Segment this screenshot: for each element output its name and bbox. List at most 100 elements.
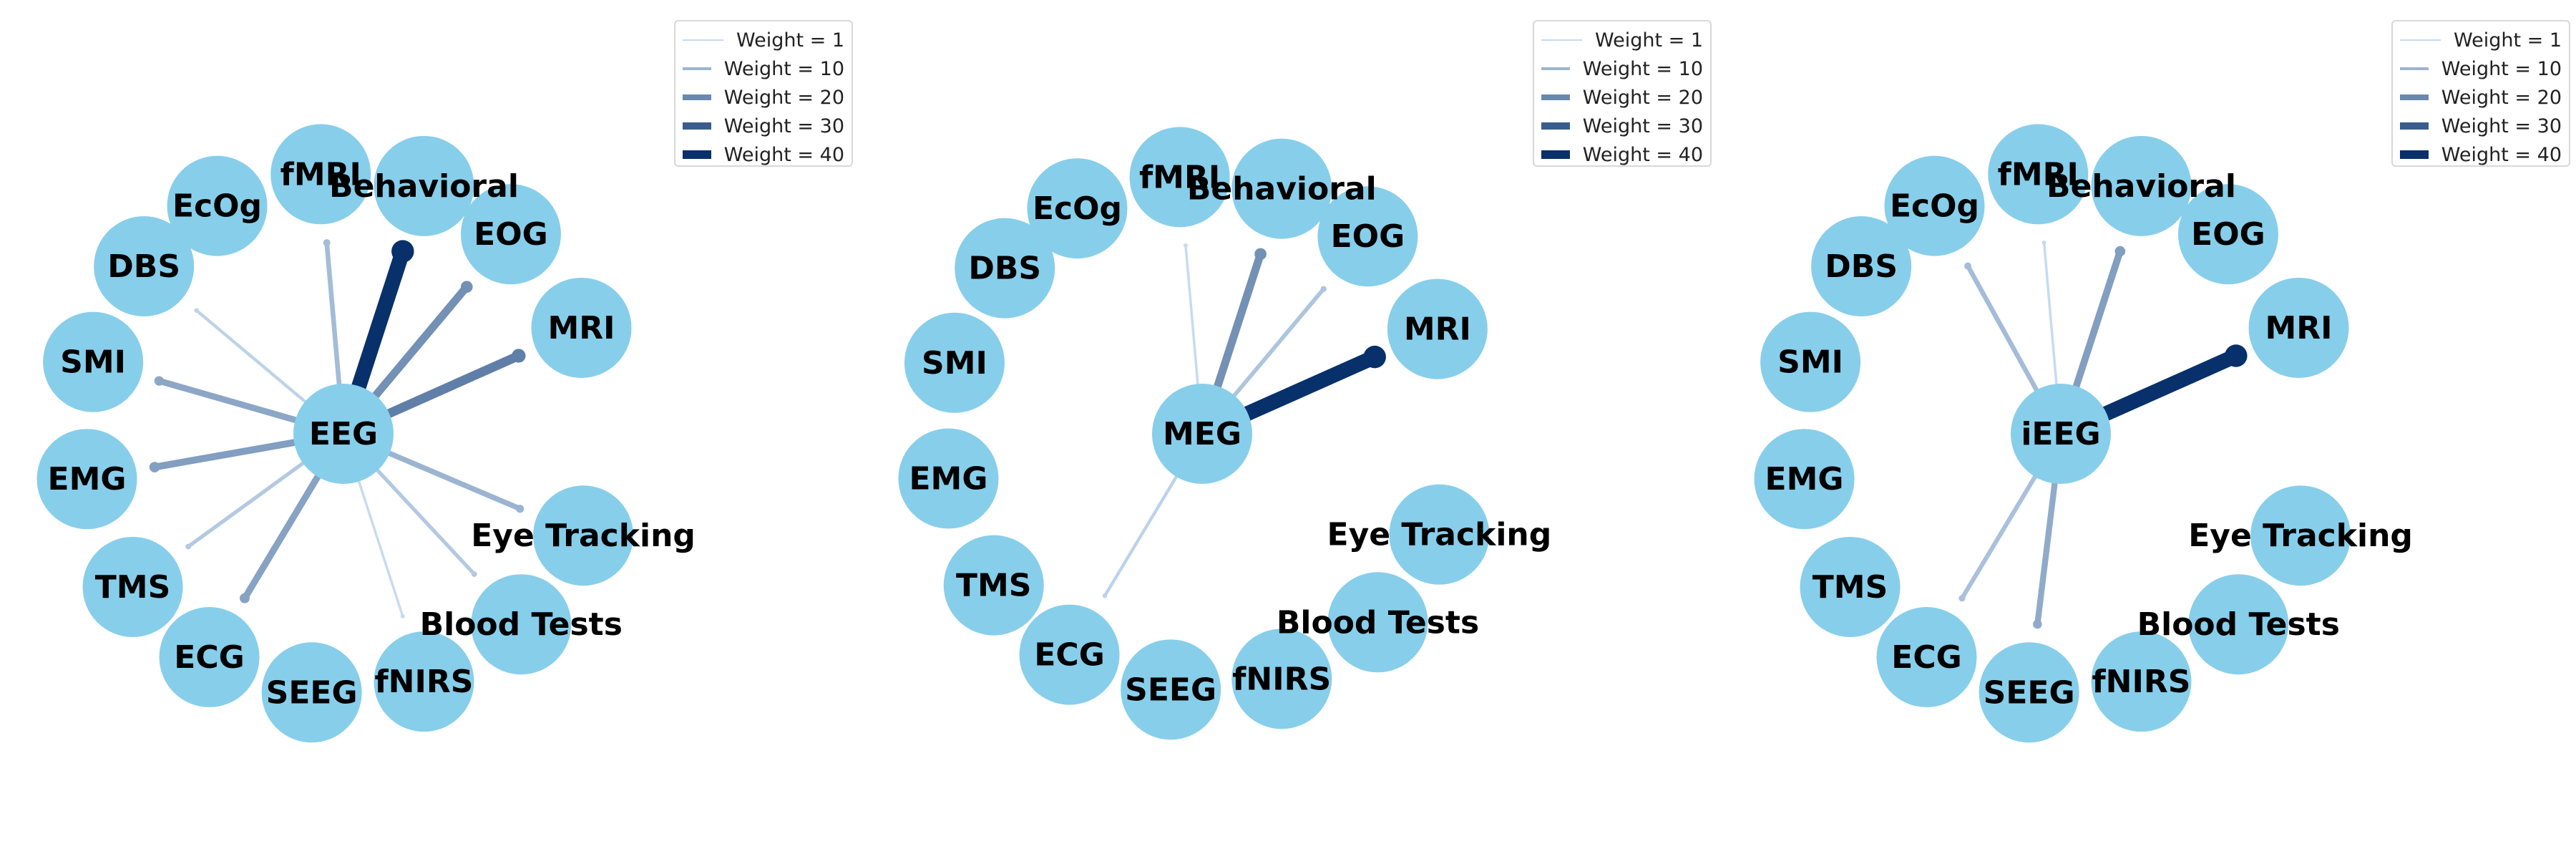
edge-eeg-eye-tracking [383,449,523,512]
legend-label: Weight = 20 [1582,86,1703,109]
edge-meg-behavioral [1212,250,1265,394]
edge-arrowhead [239,593,250,603]
node-ecg [159,607,260,708]
node-label-ecog: EcOg [172,188,262,225]
node-label-mri: MRI [1404,311,1471,348]
node-label-ecog: EcOg [1033,190,1122,227]
legend-item: Weight = 30 [2400,112,2562,140]
node-seeg [1979,642,2079,743]
legend-label: Weight = 1 [2453,29,2562,52]
node-label-ecg: ECG [1891,639,1961,676]
legend-label: Weight = 1 [736,29,844,52]
legend-swatch [2400,150,2429,160]
edge-meg-eog [1229,286,1326,401]
legend: Weight = 1 Weight = 10 Weight = 20 Weigh… [674,20,853,167]
node-label-smi: SMI [922,345,987,382]
node-eog [1317,186,1418,287]
legend: Weight = 1 Weight = 10 Weight = 20 Weigh… [1533,20,1712,167]
legend-swatch [2400,94,2429,100]
node-label-eog: EOG [2191,216,2265,253]
node-label-mri: MRI [2265,310,2333,346]
node-label-eye-tracking: Eye Tracking [1327,517,1552,553]
node-dbs [94,216,195,317]
legend-swatch [1541,39,1582,42]
edge-eeg-fmri [324,240,342,391]
edge-arrowhead [1363,345,1386,369]
node-ecog [1884,155,1985,256]
legend-label: Weight = 10 [723,57,844,80]
node-fnirs [2091,631,2192,732]
edge-ieeg-seeg [2034,476,2059,628]
node-label-fmri: fMRI [280,156,361,193]
legend-label: Weight = 20 [2441,86,2562,109]
node-mri [531,277,632,378]
legend-label: Weight = 40 [2441,143,2562,166]
node-eye-tracking [533,485,634,586]
node-label-tms: TMS [956,568,1032,604]
node-label-meg: MEG [1163,416,1241,452]
legend-label: Weight = 40 [723,143,844,166]
edges [1102,243,1386,598]
legend-item: Weight = 10 [683,54,844,83]
legend-item: Weight = 20 [683,83,844,112]
edge-arrowhead [1254,248,1267,261]
node-label-seeg: SEEG [266,674,358,711]
legend-swatch [683,122,711,130]
node-smi [43,311,144,412]
node-label-fmri: fMRI [1139,159,1220,195]
node-smi [904,312,1005,413]
node-ecg [1876,607,1977,708]
node-label-smi: SMI [60,344,126,381]
node-seeg [261,642,362,743]
node-tms [943,535,1044,636]
edge-ieeg-fmri [2042,241,2059,389]
node-label-seeg: SEEG [1984,674,2075,711]
edge-ieeg-mri [2094,348,2244,423]
legend-item: Weight = 20 [1541,83,1703,112]
node-mri [2248,277,2349,378]
node-label-tms: TMS [1813,569,1888,606]
edge-eeg-behavioral [350,243,411,398]
node-blood-tests [471,574,572,675]
node-fmri [1988,124,2089,225]
node-dbs [1811,216,1912,317]
legend-item: Weight = 30 [1541,112,1703,140]
node-label-dbs: DBS [968,251,1041,287]
node-label-ieeg: iEEG [2021,416,2100,452]
node-label-behavioral: Behavioral [2046,168,2236,205]
node-label-emg: EMG [909,461,987,498]
legend-label: Weight = 10 [2441,57,2562,80]
node-fnirs [1231,629,1332,729]
node-eeg [293,384,394,484]
node-fmri [1129,127,1230,228]
node-fmri [270,124,371,225]
legend-item: Weight = 10 [2400,54,2562,83]
node-label-tms: TMS [95,569,171,606]
legend-label: Weight = 40 [1582,143,1703,166]
node-label-fnirs: fNIRS [375,664,474,700]
legend-swatch [683,150,711,160]
node-emg [1754,429,1855,530]
node-label-eog: EOG [474,216,548,253]
legend-label: Weight = 20 [723,86,844,109]
node-label-mri: MRI [548,310,615,346]
edge-arrowhead [1183,243,1188,248]
legend-label: Weight = 1 [1594,29,1703,52]
node-label-blood-tests: Blood Tests [1277,604,1479,641]
edge-arrowhead [2114,246,2126,257]
node-label-eeg: EEG [309,416,378,452]
node-label-ecg: ECG [1034,637,1104,674]
node-label-fnirs: fNIRS [1232,661,1331,697]
network-panel-ieeg: fMRI Behavioral EOG MRI Eye Tracking Blood Te… [1717,0,2576,859]
node-behavioral [374,135,474,236]
legend-swatch [2400,39,2441,42]
edge-arrowhead [1964,262,1972,270]
node-label-behavioral: Behavioral [329,168,519,205]
legend-swatch [1541,67,1570,71]
legend-swatch [1541,122,1570,130]
legend-item: Weight = 10 [1541,54,1703,83]
